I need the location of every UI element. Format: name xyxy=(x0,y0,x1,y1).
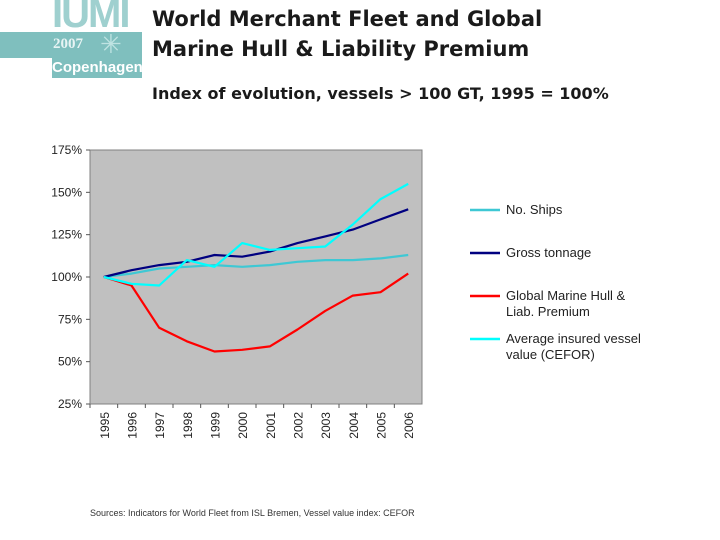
x-tick-label: 2004 xyxy=(347,412,361,439)
series-group xyxy=(103,182,409,287)
y-tick-label: 100% xyxy=(51,270,82,284)
y-tick-label: 150% xyxy=(51,185,82,199)
y-tick-label: 175% xyxy=(51,143,82,157)
iumi-logo: IUMI 2007 ✳ Copenhagen xyxy=(0,0,142,80)
legend-label: No. Ships xyxy=(506,202,563,217)
x-tick-label: 1997 xyxy=(153,412,167,439)
plot-area xyxy=(89,149,423,405)
x-tick-label: 2002 xyxy=(292,412,306,439)
y-tick-label: 50% xyxy=(58,355,82,369)
x-tick-label: 1998 xyxy=(181,412,195,439)
x-tick-label: 2003 xyxy=(319,412,333,439)
y-tick-label: 125% xyxy=(51,228,82,242)
legend-label: Gross tonnage xyxy=(506,245,591,260)
x-tick-label: 2000 xyxy=(236,412,250,439)
logo-city: Copenhagen xyxy=(52,58,142,78)
series-group xyxy=(103,272,409,353)
series-line xyxy=(103,208,409,279)
logo-year: 2007 xyxy=(53,36,83,52)
series-line xyxy=(103,272,409,353)
x-tick-label: 2006 xyxy=(402,412,416,439)
series-group xyxy=(103,208,409,279)
x-tick-label: 2001 xyxy=(264,412,278,439)
x-tick-label: 1999 xyxy=(209,412,223,439)
title-line-1: World Merchant Fleet and Global xyxy=(152,7,543,31)
series-line xyxy=(103,182,409,287)
x-tick-label: 2005 xyxy=(375,412,389,439)
title-line-2: Marine Hull & Liability Premium xyxy=(152,37,530,61)
logo-band xyxy=(0,32,142,58)
legend-label: Average insured vessel value (CEFOR) xyxy=(506,331,641,362)
legend-label: Global Marine Hull & Liab. Premium xyxy=(506,288,626,319)
series-line xyxy=(103,253,409,279)
compass-star-icon: ✳ xyxy=(100,30,122,60)
source-note: Sources: Indicators for World Fleet from… xyxy=(90,508,415,518)
x-tick-label: 1995 xyxy=(98,412,112,439)
slide-subtitle: Index of evolution, vessels > 100 GT, 19… xyxy=(152,84,609,103)
x-tick-label: 1996 xyxy=(126,412,140,439)
logo-text: IUMI xyxy=(52,0,130,36)
y-tick-label: 25% xyxy=(58,397,82,411)
y-tick-label: 75% xyxy=(58,312,82,326)
slide-title: World Merchant Fleet and Global Marine H… xyxy=(152,4,712,64)
